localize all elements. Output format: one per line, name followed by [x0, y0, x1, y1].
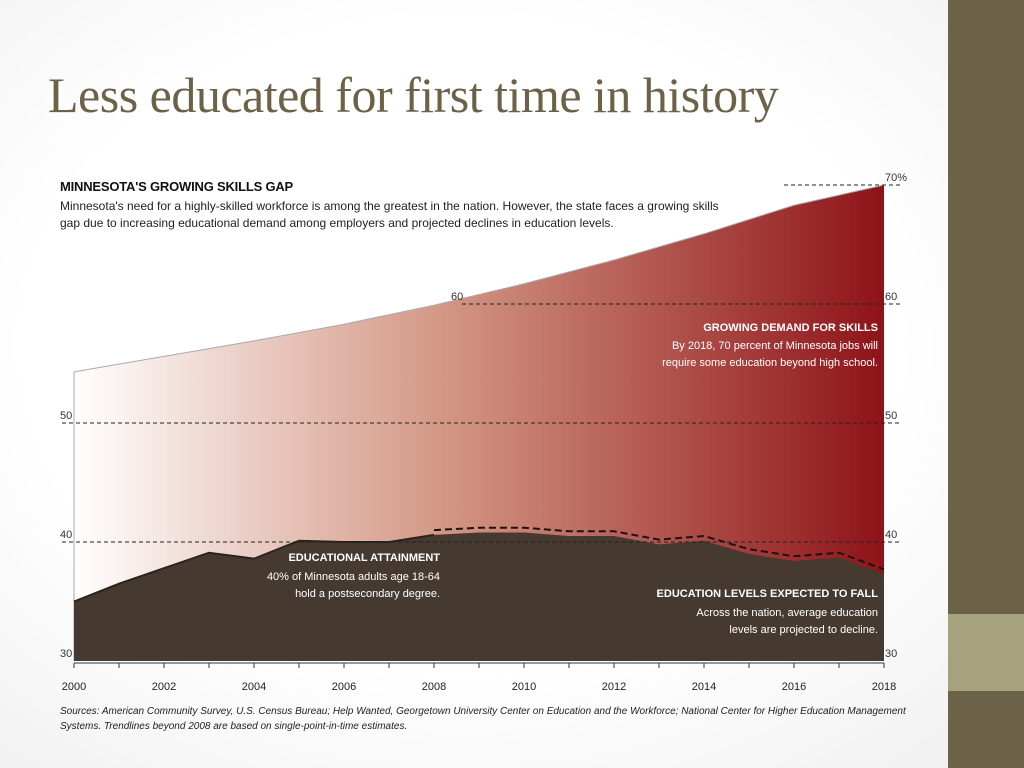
x-tick-label-2012: 2012 [602, 681, 626, 693]
y-tick-mid-60: 60 [451, 291, 463, 303]
annotation-demand-title: GROWING DEMAND FOR SKILLS [703, 322, 878, 334]
annotation-fall-line: Across the nation, average education [696, 607, 878, 619]
chart-subtitle: Minnesota's need for a highly-skilled wo… [60, 199, 719, 230]
y-tick-right-50: 50 [885, 410, 897, 422]
x-tick-label-2002: 2002 [152, 681, 176, 693]
y-tick-right-40: 40 [885, 529, 897, 541]
annotation-attainment-line: 40% of Minnesota adults age 18-64 [267, 571, 440, 583]
y-tick-left-30: 30 [60, 648, 72, 660]
y-tick-right-60: 60 [885, 291, 897, 303]
annotation-demand-line: By 2018, 70 percent of Minnesota jobs wi… [672, 340, 878, 352]
x-tick-label-2014: 2014 [692, 681, 716, 693]
x-tick-label-2008: 2008 [422, 681, 446, 693]
slide-title: Less educated for first time in history [48, 67, 779, 123]
demand-line [73, 184, 885, 373]
chart-title: MINNESOTA'S GROWING SKILLS GAP [60, 179, 294, 194]
skills-gap-chart: 30 40 50 30 40 50 60 70% 60 2000 2002 2004 2006 2008 2… [60, 172, 907, 693]
attainment-area [74, 532, 884, 661]
slide-sidebar-accent [948, 614, 1024, 691]
annotation-attainment-line: hold a postsecondary degree. [295, 588, 440, 600]
x-tick-label-2010: 2010 [512, 681, 536, 693]
annotation-fall-title: EDUCATION LEVELS EXPECTED TO FALL [657, 588, 879, 600]
y-tick-left-50: 50 [60, 410, 72, 422]
y-tick-right-70: 70% [885, 172, 907, 184]
y-tick-left-40: 40 [60, 529, 72, 541]
annotation-attainment-title: EDUCATIONAL ATTAINMENT [288, 552, 440, 564]
annotation-demand-line: require some education beyond high schoo… [662, 357, 878, 369]
chart-sources: Sources: American Community Survey, U.S.… [60, 706, 906, 732]
y-tick-right-30: 30 [885, 648, 897, 660]
x-tick-label-2018: 2018 [872, 681, 896, 693]
x-tick-label-2016: 2016 [782, 681, 806, 693]
x-tick-label-2006: 2006 [332, 681, 356, 693]
annotation-fall-line: levels are projected to decline. [729, 624, 878, 636]
x-tick-label-2000: 2000 [62, 681, 86, 693]
x-tick-label-2004: 2004 [242, 681, 266, 693]
projection-line [433, 526, 885, 571]
